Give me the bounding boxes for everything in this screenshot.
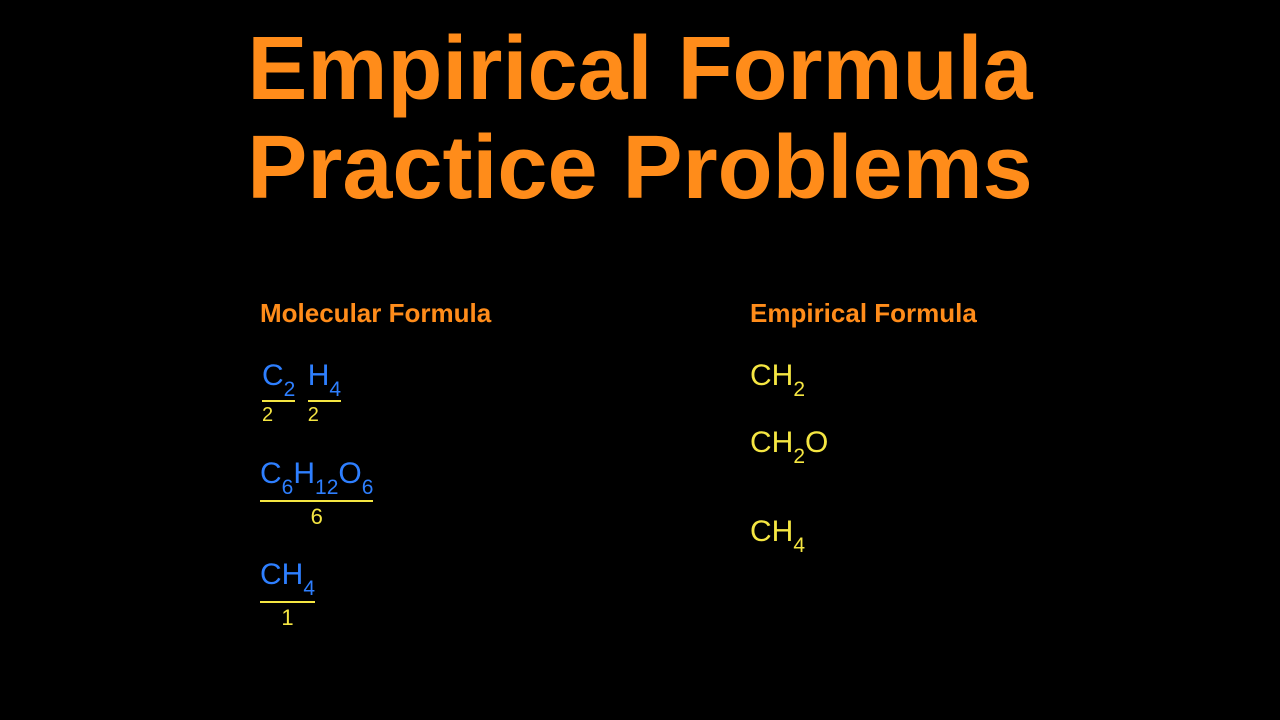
formula-ch4-emp: CH4 <box>750 515 805 548</box>
div-2a: 2 <box>262 400 295 427</box>
empirical-row-2: CH2O <box>750 426 1120 465</box>
molecular-header: Molecular Formula <box>260 298 630 329</box>
main-title: Empirical Formula Practice Problems <box>0 0 1280 218</box>
sub-2: 2 <box>284 378 296 401</box>
empirical-header: Empirical Formula <box>750 298 1120 329</box>
divisor-6: 6 <box>260 504 373 530</box>
formula-c2h4: C2 2 H4 2 <box>260 359 343 429</box>
empirical-column: Empirical Formula CH2 CH2O CH4 <box>670 298 1160 659</box>
title-line-1: Empirical Formula <box>0 20 1280 119</box>
content-columns: Molecular Formula C2 2 H4 2 C6H12O6 6 <box>0 298 1280 659</box>
divider-line <box>260 500 373 502</box>
sub-4: 4 <box>329 378 341 401</box>
el-h: H <box>308 359 330 392</box>
empirical-row-3: CH4 <box>750 515 1120 554</box>
formula-ch2: CH2 <box>750 359 805 392</box>
formula-c6h12o6: C6H12O6 <box>260 457 373 496</box>
molecular-row-2: C6H12O6 6 <box>260 457 630 530</box>
empirical-row-1: CH2 <box>750 359 1120 398</box>
molecular-row-1: C2 2 H4 2 <box>260 359 630 429</box>
div-2b: 2 <box>308 400 341 427</box>
molecular-column: Molecular Formula C2 2 H4 2 C6H12O6 6 <box>120 298 670 659</box>
formula-ch2o: CH2O <box>750 426 828 459</box>
molecular-row-3: CH4 1 <box>260 558 630 631</box>
divisor-1: 1 <box>260 605 315 631</box>
formula-ch4: CH4 <box>260 558 315 597</box>
title-line-2: Practice Problems <box>0 119 1280 218</box>
divider-line-2 <box>260 601 315 603</box>
el-c: C <box>262 359 284 392</box>
